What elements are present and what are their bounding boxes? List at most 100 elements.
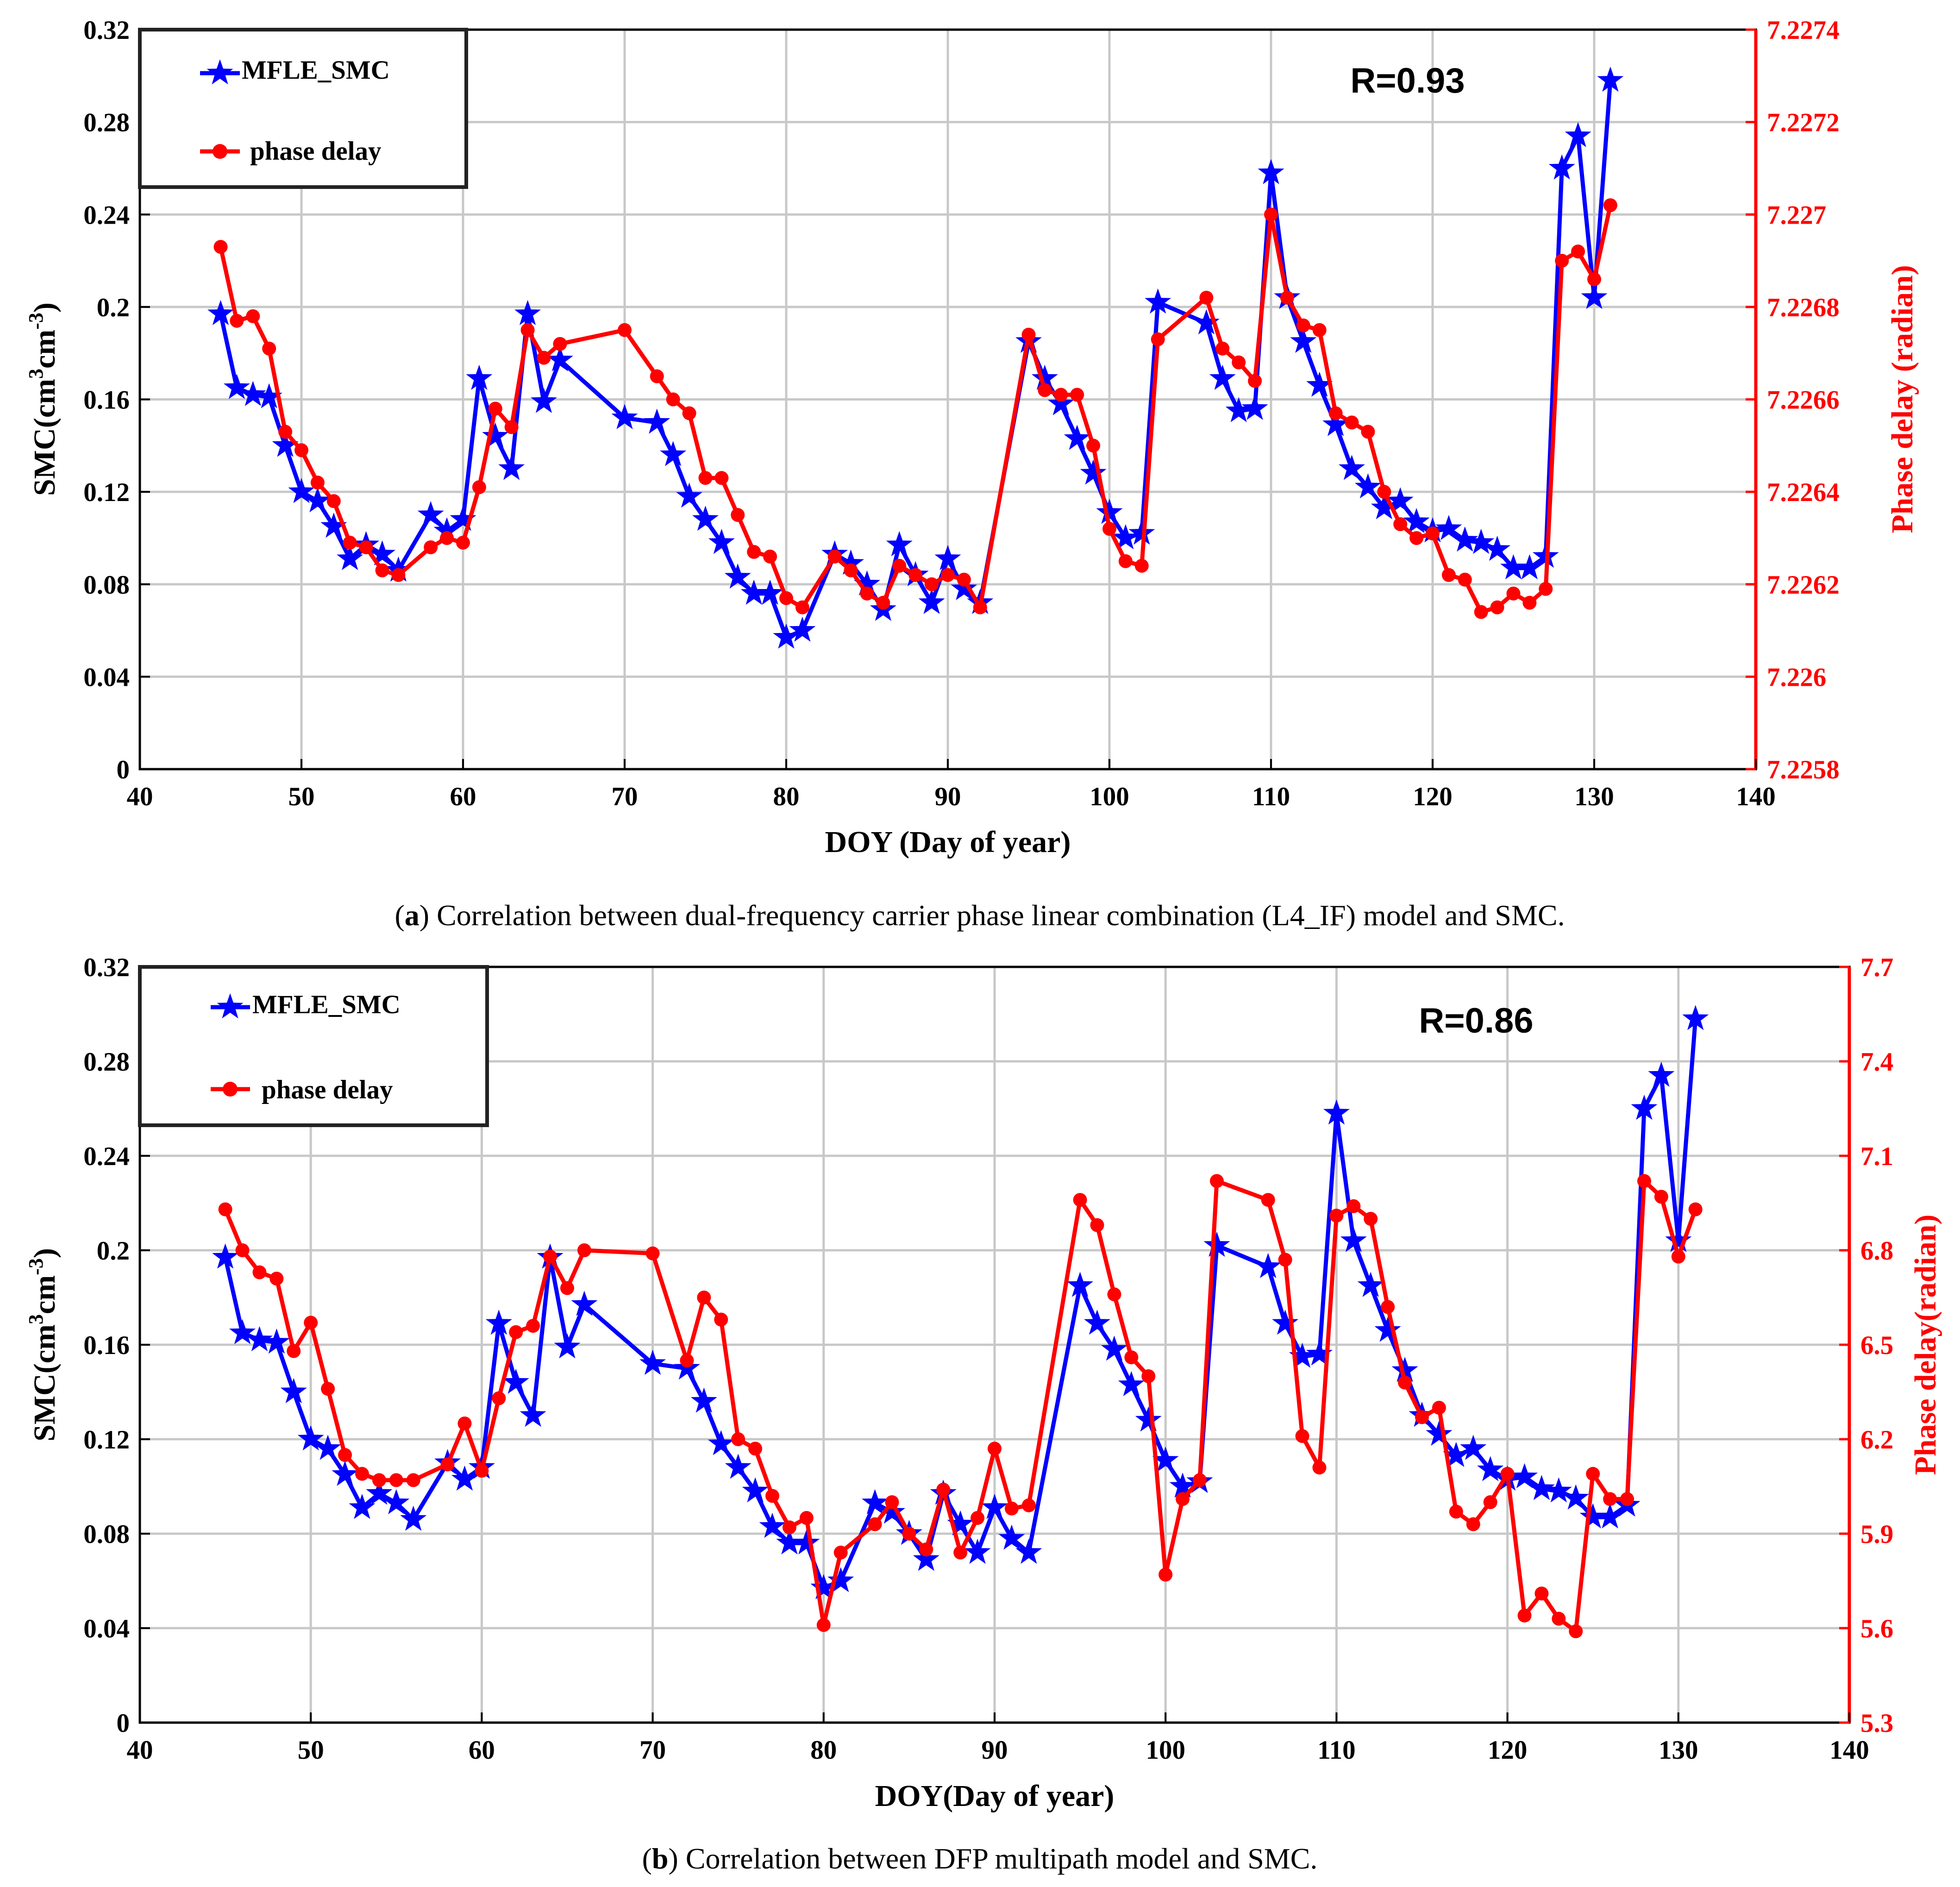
smc-point <box>1209 364 1236 390</box>
phase-delay-point <box>1295 1429 1309 1443</box>
phase-delay-point <box>876 596 890 610</box>
y-tick-label: 0.16 <box>83 386 130 415</box>
smc-point <box>1145 288 1171 314</box>
smc-point <box>1484 535 1511 561</box>
phase-delay-point <box>1345 415 1359 430</box>
x-tick-label: 40 <box>127 782 153 811</box>
phase-delay-point <box>731 508 745 522</box>
phase-delay-point <box>1296 318 1310 332</box>
phase-delay-point <box>1261 1193 1275 1207</box>
legend-smc-label-b: MFLE_SMC <box>252 990 401 1019</box>
phase-delay-point <box>1141 1369 1156 1383</box>
smc-point <box>757 579 783 605</box>
legend-phase-label-b: phase delay <box>262 1075 393 1104</box>
y-right-tick-label: 7.2272 <box>1767 108 1840 138</box>
smc-point <box>789 616 816 642</box>
y-axis-label-right-a: Phase delay (radian) <box>1885 265 1919 533</box>
smc-point <box>314 1435 341 1460</box>
smc-point <box>400 1505 427 1531</box>
x-tick-label: 60 <box>469 1736 495 1765</box>
phase-delay-point <box>304 1316 318 1330</box>
x-tick-label: 70 <box>612 782 638 811</box>
phase-delay-point <box>816 1618 831 1632</box>
smc-point <box>1306 1340 1333 1366</box>
phase-delay-point <box>526 1319 540 1333</box>
phase-delay-point <box>1637 1174 1651 1188</box>
phase-delay-point <box>440 531 454 545</box>
phase-delay-point <box>763 549 777 564</box>
smc-point <box>759 1512 786 1538</box>
phase-delay-point <box>833 1545 848 1560</box>
phase-delay-point <box>1381 1300 1395 1314</box>
phase-delay-point <box>577 1243 591 1257</box>
y-ticks-b: 0 0.04 0.08 0.12 0.16 0.2 0.24 0.28 0.32 <box>83 953 150 1738</box>
smc-point <box>223 374 250 399</box>
phase-delay-point <box>953 1545 968 1560</box>
y-tick-label: 0.04 <box>83 1614 130 1643</box>
panel-a: 40 50 60 70 80 90 100 110 120 130 140 0 0.04 0.08 0.1… <box>25 16 1919 859</box>
smc-point <box>1096 499 1123 524</box>
y-axis-label-a: SMC(cm3cm-3) <box>25 302 62 496</box>
phase-delay-point <box>698 471 713 485</box>
grid-a <box>140 30 1756 769</box>
x-tick-label: 140 <box>1736 782 1776 811</box>
y-tick-label: 0.28 <box>83 1047 130 1077</box>
y-right-tick-label: 7.226 <box>1767 663 1826 692</box>
smc-point <box>571 1291 598 1316</box>
y-ticks-right-a: 7.2258 7.226 7.2262 7.2264 7.2266 7.2268 7.227… <box>1746 16 1840 784</box>
phase-delay-point <box>779 591 793 605</box>
y-right-tick-label: 7.2258 <box>1767 755 1840 784</box>
phase-delay-point <box>1312 1461 1327 1475</box>
smc-point <box>827 1567 854 1592</box>
phase-delay-point <box>1603 198 1617 213</box>
smc-point <box>1340 1227 1367 1252</box>
x-tick-label: 90 <box>935 782 961 811</box>
smc-point <box>207 300 234 326</box>
series-phase-a <box>213 198 1617 619</box>
smc-point <box>1031 364 1058 390</box>
smc-point <box>918 589 945 614</box>
y-tick-label: 0.12 <box>83 1425 130 1454</box>
phase-delay-point <box>355 1467 369 1481</box>
phase-delay-point <box>1070 388 1084 402</box>
smc-point <box>546 346 573 371</box>
smc-point <box>1354 473 1381 499</box>
smc-point <box>1322 411 1349 436</box>
phase-delay-point <box>1603 1492 1617 1506</box>
phase-delay-point <box>1409 531 1424 545</box>
smc-point <box>793 1529 820 1555</box>
smc-point <box>611 404 638 429</box>
smc-point <box>239 381 266 406</box>
smc-point <box>1241 395 1268 420</box>
x-axis-label-a: DOY (Day of year) <box>825 825 1071 859</box>
smc-point <box>1112 524 1139 550</box>
smc-point <box>383 1489 410 1514</box>
phase-delay-point <box>1539 582 1553 596</box>
smc-point <box>1545 1477 1572 1503</box>
phase-delay-point <box>1377 485 1391 499</box>
smc-point <box>280 1378 307 1404</box>
phase-delay-point <box>1312 323 1327 337</box>
phase-delay-point <box>1586 1467 1600 1481</box>
phase-delay-point <box>278 425 293 439</box>
legend-smc-star-b <box>217 993 244 1019</box>
x-ticks-a: 40 50 60 70 80 90 100 110 120 130 140 <box>127 759 1776 811</box>
smc-point <box>349 1493 376 1519</box>
smc-point <box>1135 1406 1162 1432</box>
phase-delay-point <box>1193 1473 1207 1487</box>
phase-delay-point <box>1415 1410 1429 1424</box>
smc-point <box>514 300 541 326</box>
y-tick-label: 0.24 <box>83 201 130 230</box>
phase-delay-point <box>902 1527 916 1541</box>
phase-delay-point <box>504 420 519 434</box>
y-tick-label: 0.08 <box>83 570 130 600</box>
smc-point <box>1339 455 1365 480</box>
smc-point <box>1101 1335 1127 1361</box>
phase-delay-point <box>765 1489 780 1503</box>
phase-delay-point <box>343 535 357 550</box>
smc-point <box>1193 309 1220 335</box>
y-tick-label: 0.32 <box>83 16 130 45</box>
phase-delay-point <box>262 341 276 356</box>
smc-point <box>886 531 913 557</box>
phase-delay-point <box>1329 1209 1344 1223</box>
